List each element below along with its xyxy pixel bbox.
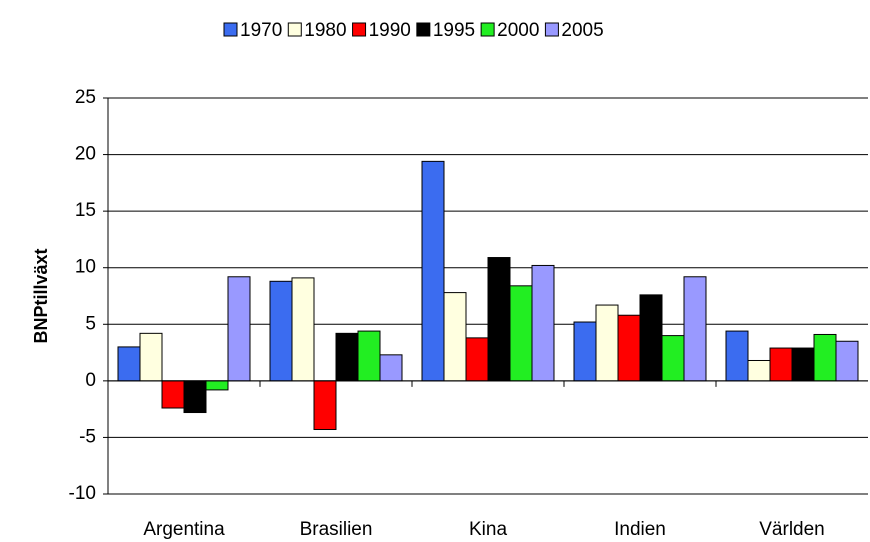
x-tick-label: Argentina [143,519,225,540]
bar [421,160,445,382]
bar [183,380,207,414]
bar [291,277,315,382]
x-tick-label: Kina [469,519,507,540]
bar [227,276,251,382]
bar [487,257,511,382]
bar [661,335,685,382]
bar [443,292,467,382]
bar [357,330,381,382]
bar [335,332,359,382]
x-tick-label: Världen [759,519,825,540]
bar [683,276,707,382]
bar [617,314,641,382]
bar [595,304,619,382]
bar [639,294,663,382]
legend-swatch [352,22,367,37]
y-axis-label: BNPtillväxt [31,248,51,343]
legend-label: 1990 [369,20,411,41]
bar [139,332,163,382]
legend-label: 1970 [240,20,282,41]
y-tick-label: 15 [75,200,96,221]
legend-swatch [480,22,495,37]
y-tick-label: 25 [75,87,96,108]
legend-swatch [544,22,559,37]
bar [725,330,749,382]
bar [379,354,403,382]
y-tick-label: 0 [85,370,96,391]
x-tick-label: Brasilien [300,519,373,540]
y-tick-label: -5 [79,426,96,447]
bar [813,333,837,382]
y-tick-label: 10 [75,257,96,278]
bar [835,340,859,382]
legend-swatch [416,22,431,37]
legend-swatch [287,22,302,37]
x-tick-label: Indien [614,519,666,540]
bar [531,264,555,382]
legend-swatch [223,22,238,37]
legend-label: 2005 [561,20,603,41]
bar [573,321,597,382]
bar [769,347,793,382]
bar [509,285,533,382]
bar [465,337,489,382]
bar [161,380,185,409]
y-tick-label: -10 [69,483,96,504]
bar [747,359,771,382]
bar [205,380,229,391]
bar [117,346,141,382]
bar [791,347,815,382]
y-tick-label: 5 [85,313,96,334]
legend-label: 1980 [304,20,346,41]
bar [313,380,337,431]
bar [269,280,293,382]
legend-label: 2000 [497,20,539,41]
y-tick-label: 20 [75,144,96,165]
legend-label: 1995 [433,20,475,41]
